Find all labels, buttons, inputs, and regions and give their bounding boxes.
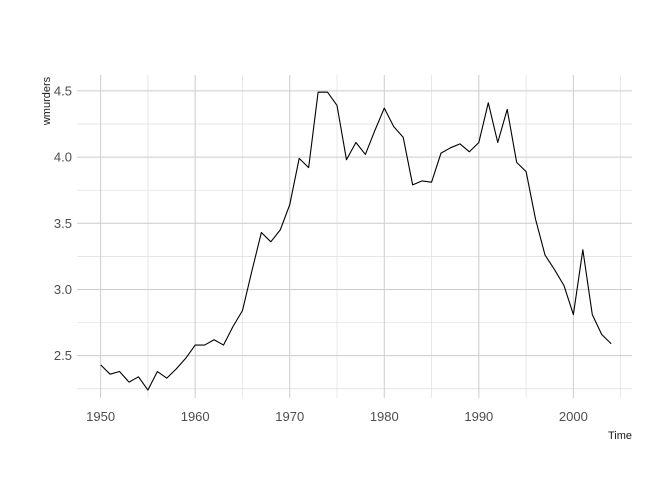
x-tick-label: 2000: [559, 409, 588, 424]
x-tick-label: 1970: [275, 409, 304, 424]
x-axis-label: Time: [608, 430, 632, 442]
x-tick-label: 1950: [86, 409, 115, 424]
y-tick-label: 3.0: [54, 282, 72, 297]
wmurders-series-line: [100, 91, 612, 391]
x-tick-label: 1990: [464, 409, 493, 424]
y-tick-label: 2.5: [54, 348, 72, 363]
major-gridlines: [77, 75, 632, 398]
minor-gridlines: [77, 75, 632, 398]
y-tick-label: 4.5: [54, 83, 72, 98]
y-axis-tick-labels: 2.5 3.0 3.5 4.0 4.5: [54, 83, 72, 363]
x-tick-label: 1960: [181, 409, 210, 424]
x-axis-tick-labels: 1950 1960 1970 1980 1990 2000: [86, 409, 588, 424]
x-tick-label: 1980: [370, 409, 399, 424]
y-axis-label: wmurders: [41, 76, 53, 126]
y-tick-label: 4.0: [54, 150, 72, 165]
y-tick-label: 3.5: [54, 216, 72, 231]
